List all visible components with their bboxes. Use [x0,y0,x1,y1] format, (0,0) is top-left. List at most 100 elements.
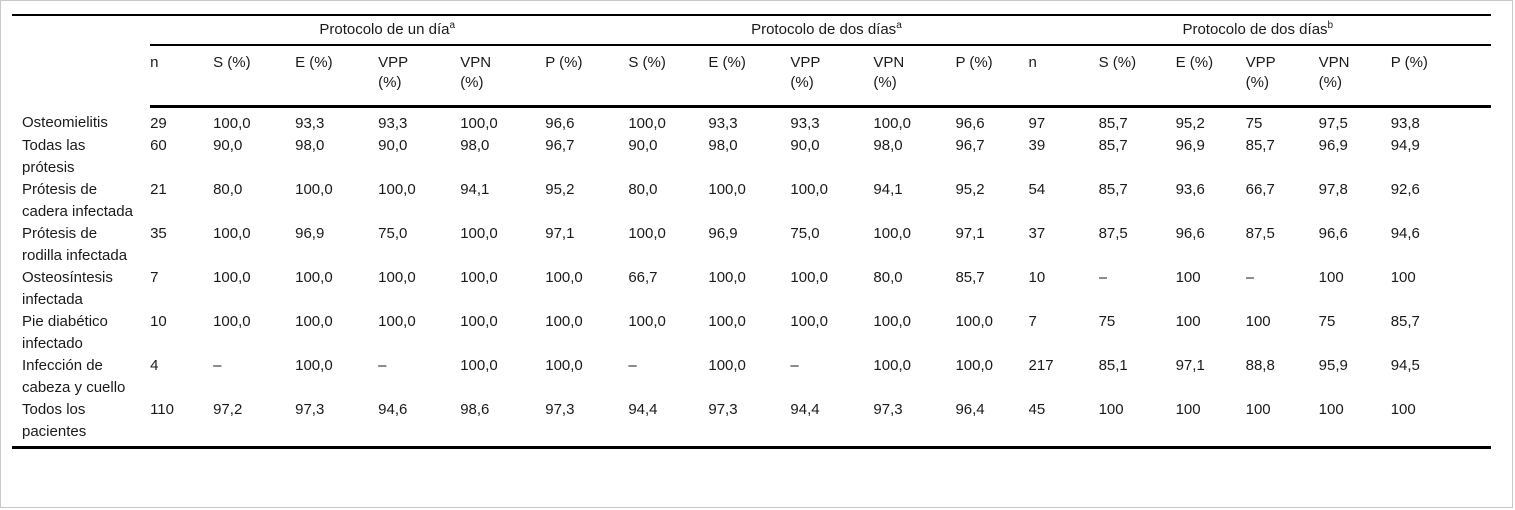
column-header-label: P (%) [1390,54,1428,71]
table-cell: 96,4 [955,401,985,418]
table-cell: 4 [150,357,159,374]
table-cell: 217 [1028,357,1054,374]
column-header-label: S (%) [628,54,666,71]
table-cell: 100,0 [545,357,583,374]
table-cell: 95,9 [1318,357,1348,374]
column-header: VPP (%) [1245,45,1319,108]
table-cell: 100,0 [955,357,993,374]
table-cell: 100,0 [213,269,251,286]
table-row: Todas las prótesis 60 90,0 98,0 90,0 98,0 96,7… [12,135,1491,179]
table-cell: 75 [1098,313,1116,330]
table-cell: 94,5 [1390,357,1420,374]
table-cell: 98,6 [460,401,490,418]
table-cell: 100,0 [378,269,416,286]
table-cell: 97,3 [873,401,903,418]
group-header-row: Protocolo de un díaa Protocolo de dos día… [12,15,1491,46]
table-cell: 100,0 [790,313,828,330]
column-header: S (%) [213,45,296,108]
table-cell: 92,6 [1390,181,1420,198]
table-cell: 10 [1028,269,1046,286]
table-cell: 21 [150,181,167,198]
column-header-label: n [1028,54,1037,71]
table-cell: 97,3 [545,401,575,418]
column-header-label: VPN (%) [873,54,905,91]
row-label: Todos los pacientes [22,401,87,440]
table-row: Pie diabético infectado 10 100,0 100,0 100,0… [12,311,1491,355]
table-cell: 97,1 [545,225,575,242]
table-cell: 90,0 [213,137,243,154]
column-header-label: P (%) [955,54,993,71]
table-cell: 85,7 [1098,181,1128,198]
column-header-label: VPP (%) [790,54,821,91]
column-header-label: E (%) [1175,54,1214,71]
table-cell: 66,7 [628,269,658,286]
table-cell: 100,0 [378,313,416,330]
table-cell: 100,0 [295,357,333,374]
table-cell: 94,1 [460,181,490,198]
table-cell: 100,0 [213,313,251,330]
table-cell: 94,6 [378,401,408,418]
table-cell: 54 [1028,181,1046,198]
table-cell: 87,5 [1098,225,1128,242]
table-row: Prótesis de cadera infectada 21 80,0 100,0 1… [12,179,1491,223]
table-cell: 100,0 [790,181,828,198]
table-cell: – [1098,269,1107,286]
column-header: VPP (%) [378,45,461,108]
table-cell: 29 [150,115,167,132]
table-cell: 100,0 [295,269,333,286]
table-cell: 93,3 [295,115,325,132]
table-row: Prótesis de rodilla infectada 35 100,0 96,9… [12,223,1491,267]
table-cell: 100,0 [790,269,828,286]
table-cell: 98,0 [873,137,903,154]
table-cell: 96,9 [1175,137,1205,154]
column-header: E (%) [1175,45,1246,108]
table-cell: 60 [150,137,167,154]
table-cell: 96,7 [545,137,575,154]
table-cell: 100,0 [873,357,911,374]
table-cell: 93,3 [790,115,820,132]
footnote-marker: a [896,20,902,31]
table-cell: 100 [1098,401,1124,418]
table-cell: 98,0 [708,137,738,154]
table-cell: 85,7 [1390,313,1420,330]
column-header-label: VPN (%) [460,54,492,91]
table-cell: 37 [1028,225,1046,242]
column-header-label: E (%) [295,54,333,71]
column-header: VPP (%) [790,45,874,108]
table-cell: 96,9 [295,225,325,242]
table-cell: 97,3 [708,401,738,418]
table-cell: 100,0 [213,115,251,132]
table-cell: 97,3 [295,401,325,418]
table-cell: 95,2 [545,181,575,198]
column-header-label: VPN (%) [1318,54,1350,91]
table-cell: 95,2 [955,181,985,198]
table-cell: 96,6 [955,115,985,132]
table-cell: 100 [1175,269,1201,286]
table-cell: 100 [1175,401,1201,418]
table-cell: 100,0 [628,313,666,330]
table-cell: 100,0 [378,181,416,198]
group-header-3: Protocolo de dos díasb [1028,15,1491,46]
table-cell: 100,0 [460,269,498,286]
table-cell: 75 [1245,115,1263,132]
table-cell: 100 [1245,313,1271,330]
column-header: n [1028,45,1099,108]
table-cell: 39 [1028,137,1046,154]
column-header: VPN (%) [1318,45,1391,108]
table-cell: 90,0 [628,137,658,154]
row-label: Prótesis de cadera infectada [22,181,133,220]
table-cell: – [1245,269,1254,286]
table-cell: 100,0 [460,115,498,132]
column-header-label: S (%) [1098,54,1137,71]
column-header: S (%) [1098,45,1176,108]
table-cell: 97,2 [213,401,243,418]
table-cell: 100,0 [873,115,911,132]
table-cell: 85,1 [1098,357,1128,374]
column-header: P (%) [955,45,1029,108]
table-cell: 100,0 [628,225,666,242]
table-cell: 100,0 [295,181,333,198]
table-cell: 94,9 [1390,137,1420,154]
table-cell: 100,0 [873,313,911,330]
group-header-2: Protocolo de dos díasa [628,15,1029,46]
